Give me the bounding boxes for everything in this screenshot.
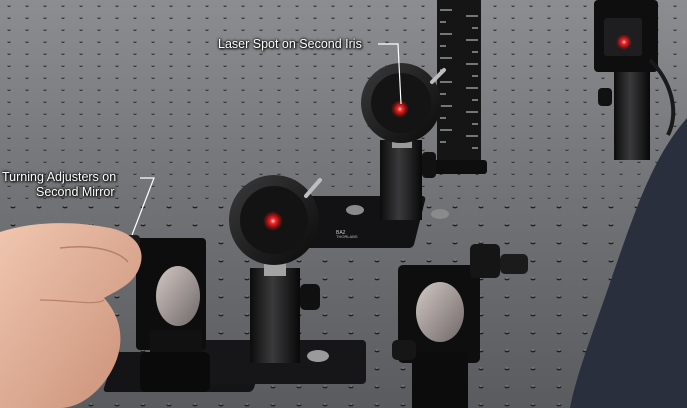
turning-adjusters-callout-line1: Turning Adjusters on	[2, 170, 117, 184]
laser-aperture-glow	[616, 34, 632, 50]
turning-adjusters-callout-line2: Second Mirror	[36, 185, 115, 199]
callout-lines	[131, 43, 402, 236]
table-holes-far	[0, 0, 687, 200]
vertical-ruler	[431, 0, 487, 174]
person-sleeve	[570, 118, 687, 408]
hand	[0, 223, 142, 408]
far-mount	[594, 0, 676, 160]
base-brand-label: THORLABS	[336, 234, 358, 239]
laser-spot-first-iris	[263, 211, 283, 231]
second-mirror-mount	[120, 235, 210, 392]
laser-spot-second-iris	[391, 100, 409, 118]
turning-adjusters-callout: Turning Adjusters on Second Mirror	[2, 170, 116, 200]
front-mirror-mount	[392, 244, 528, 408]
laser-spot-callout: Laser Spot on Second Iris	[218, 37, 362, 51]
base-model-label: BA2	[336, 230, 346, 236]
